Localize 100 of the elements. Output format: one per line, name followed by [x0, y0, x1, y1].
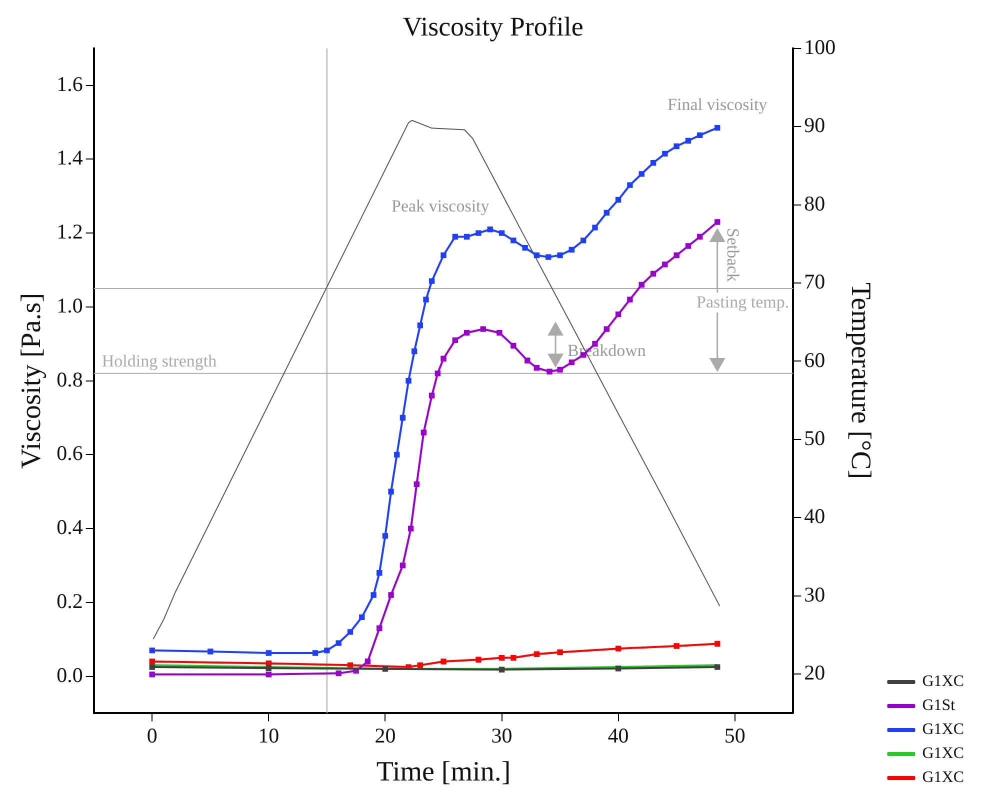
point [615, 311, 622, 318]
point [208, 648, 214, 654]
point [510, 654, 516, 661]
point [674, 252, 680, 258]
legend-label: G1XC [922, 721, 964, 738]
point [266, 665, 272, 671]
y2-tick-label: 50 [804, 426, 826, 450]
point [650, 160, 656, 166]
point [149, 672, 155, 678]
point [476, 230, 482, 236]
point [615, 666, 622, 672]
legend-label: G1XC [922, 769, 964, 786]
point [638, 282, 644, 288]
point [662, 262, 668, 268]
y2-tick-label: 100 [804, 34, 836, 59]
point [347, 629, 354, 635]
x-tick-label: 10 [258, 723, 280, 748]
y2-tick-label: 80 [804, 191, 826, 216]
point [568, 359, 575, 366]
point [674, 643, 680, 649]
x-tick-label: 0 [146, 723, 158, 748]
x-tick-label: 30 [491, 723, 512, 748]
point [336, 640, 342, 646]
point [149, 664, 155, 670]
y2-tick-label: 70 [804, 270, 826, 294]
point [615, 196, 622, 203]
ref-line-label: Pasting temp. [696, 292, 790, 312]
point [604, 210, 610, 216]
point [714, 219, 720, 225]
point [428, 392, 435, 398]
x-tick-label: 20 [374, 723, 396, 748]
point [534, 365, 540, 371]
point [452, 337, 458, 344]
point [557, 366, 563, 373]
point [534, 651, 540, 657]
y-tick-label: 1.2 [56, 220, 83, 244]
y-axis-title: Viscosity [Pa.s] [16, 292, 48, 469]
annotation: Setback [723, 228, 742, 282]
point [627, 296, 633, 302]
y2-tick-label: 30 [804, 582, 826, 606]
point [388, 488, 394, 494]
point [487, 226, 493, 232]
point [428, 278, 435, 284]
y2-axis-title: Temperature [°C] [845, 282, 876, 480]
point [370, 592, 376, 598]
point [149, 658, 155, 664]
point [524, 358, 530, 364]
annotation: Final viscosity [668, 94, 768, 114]
point [464, 330, 470, 336]
point [534, 252, 540, 258]
point [406, 378, 412, 384]
y-tick-label: 1.6 [56, 72, 83, 96]
point [557, 252, 563, 258]
chart-title: Viscosity Profile [402, 11, 584, 42]
annotation: Peak viscosity [392, 196, 490, 216]
point [417, 322, 424, 328]
point [266, 650, 272, 656]
point [464, 234, 470, 240]
point [480, 326, 486, 332]
y-tick-label: 1.4 [56, 146, 84, 170]
legend-label: G1XC [922, 745, 964, 762]
point [376, 570, 382, 576]
point [359, 614, 365, 620]
point [434, 370, 440, 376]
point [394, 452, 400, 458]
point [440, 356, 446, 362]
point [382, 533, 388, 539]
legend-label: G1XC [922, 673, 964, 690]
point [266, 672, 272, 678]
y2-tick-label: 90 [804, 113, 826, 138]
y2-tick-label: 60 [804, 348, 826, 372]
point [266, 660, 272, 666]
point [498, 230, 505, 236]
point [697, 234, 703, 240]
y-tick-label: 0.2 [56, 588, 83, 613]
point [510, 238, 516, 244]
point [546, 254, 552, 260]
point [412, 348, 418, 354]
y2-tick-label: 20 [804, 660, 826, 685]
x-tick-label: 40 [608, 723, 629, 748]
legend-label: G1St [922, 697, 956, 714]
point [388, 592, 394, 598]
point [149, 648, 155, 654]
x-axis-title: Time [min.] [376, 756, 511, 788]
point [364, 658, 371, 664]
point [580, 238, 586, 244]
point [440, 252, 446, 258]
point [336, 670, 342, 676]
point [714, 664, 720, 670]
point [420, 430, 427, 436]
point [414, 481, 420, 488]
point [674, 143, 680, 150]
y-tick-label: 0.8 [56, 367, 83, 392]
point [714, 124, 720, 131]
point [376, 625, 382, 632]
y-tick-label: 1.0 [56, 293, 83, 318]
point [382, 666, 388, 672]
point [324, 648, 330, 654]
point [417, 662, 424, 668]
point [510, 342, 516, 349]
